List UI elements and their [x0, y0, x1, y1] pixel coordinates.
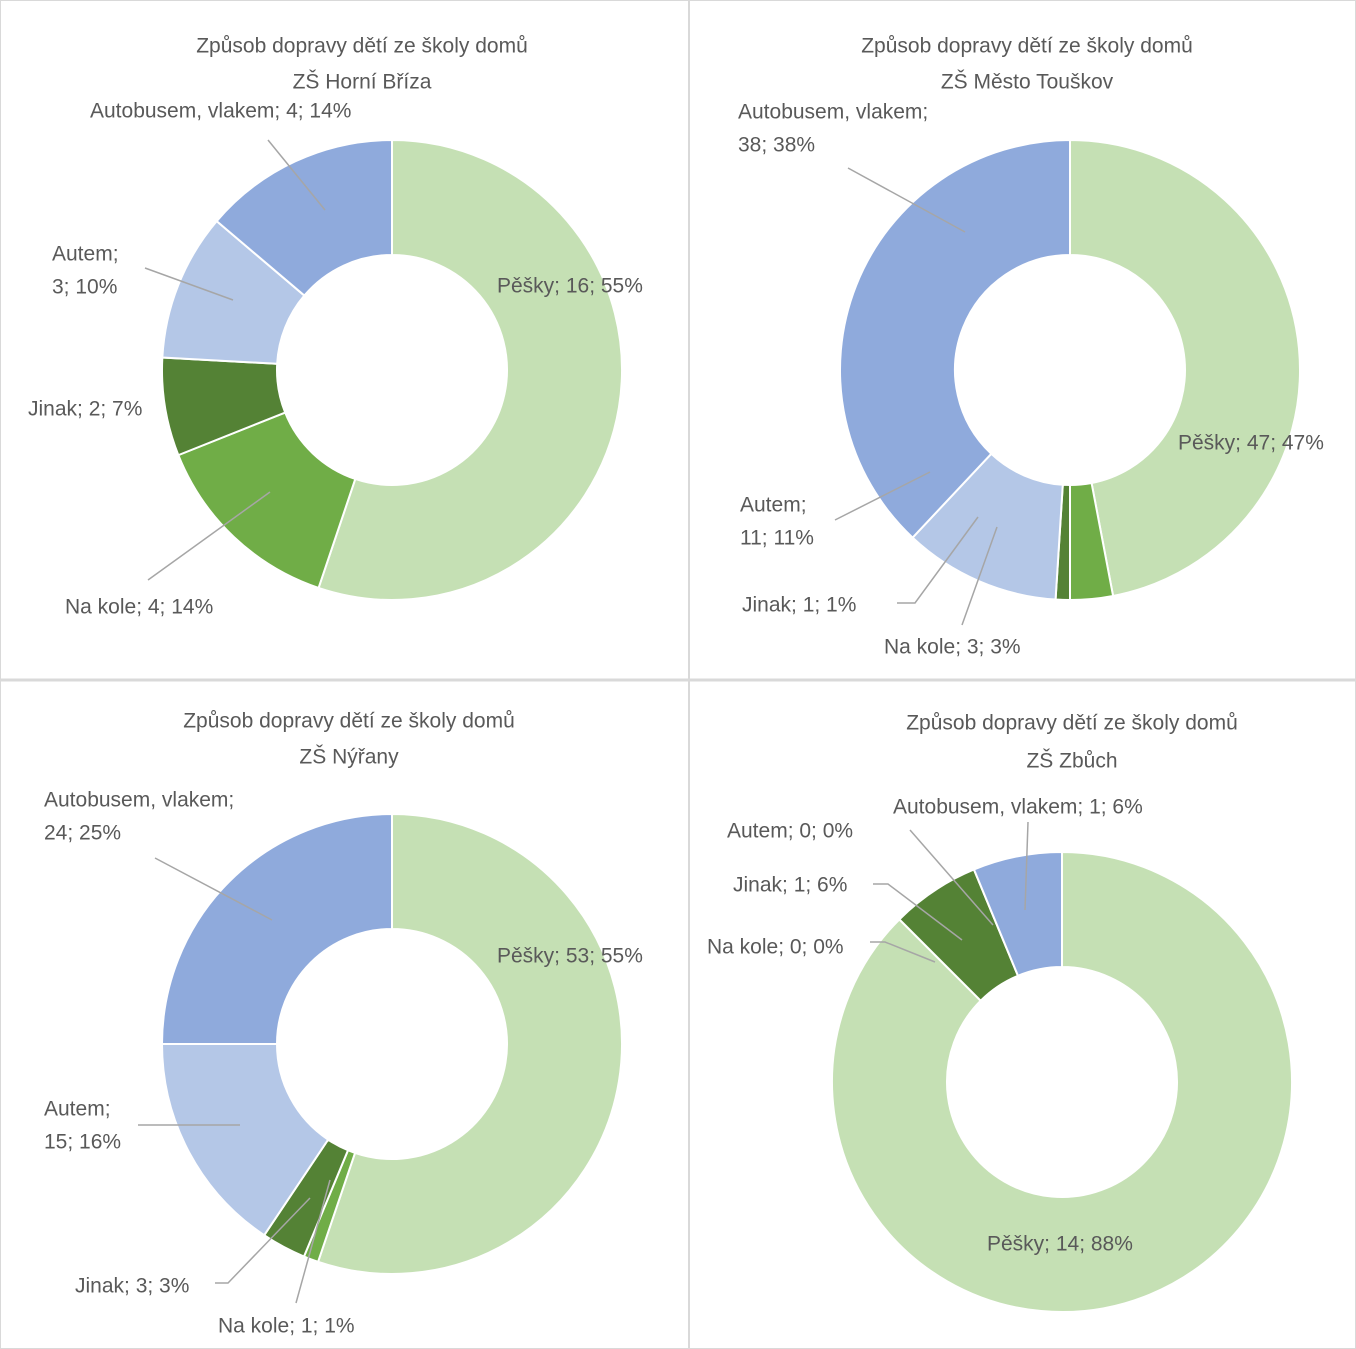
leader-line [147, 491, 271, 581]
donut-slice [160, 1043, 330, 1237]
donut-slice [1069, 138, 1301, 598]
leader-line [1024, 821, 1029, 911]
donut-slice [831, 850, 1293, 1313]
data-label: 24; 25% [44, 822, 121, 845]
data-label: 38; 38% [738, 134, 815, 157]
leader-line [909, 829, 994, 926]
data-label: Autobusem, vlakem; 4; 14% [90, 100, 351, 123]
chart-title: ZŠ Zbůch [1026, 750, 1117, 773]
chart-title: Způsob dopravy dětí ze školy domů [906, 712, 1238, 735]
chart-title: ZŠ Město Touškov [941, 71, 1114, 94]
donut-slice [316, 812, 624, 1275]
leader-line [144, 267, 234, 301]
data-label: Na kole; 3; 3% [884, 636, 1021, 659]
donut-slice [317, 138, 624, 601]
data-label: Autem; [44, 1098, 111, 1121]
data-label: Autobusem, vlakem; [738, 101, 928, 124]
data-label: Autobusem, vlakem; 1; 6% [893, 796, 1143, 819]
data-label: 15; 16% [44, 1131, 121, 1154]
leader-line [847, 167, 966, 233]
leader-line [154, 857, 273, 921]
data-label: Pěšky; 16; 55% [497, 275, 643, 298]
data-label: Jinak; 1; 1% [742, 594, 856, 617]
data-label: Pěšky; 47; 47% [1178, 432, 1324, 455]
donut-slice [839, 138, 1071, 540]
leader-line [897, 516, 979, 604]
donut-slice [215, 138, 393, 297]
chart-title: Způsob dopravy dětí ze školy domů [183, 710, 515, 733]
leader-line [873, 883, 963, 941]
data-label: 3; 10% [52, 276, 117, 299]
donut-slice [160, 812, 393, 1045]
leader-line [870, 941, 936, 963]
leader-line [961, 526, 998, 626]
leader-line [215, 1197, 311, 1284]
chart-title: Způsob dopravy dětí ze školy domů [196, 35, 528, 58]
data-label: Na kole; 1; 1% [218, 1315, 355, 1338]
data-label: Autem; [52, 243, 119, 266]
data-label: Na kole; 4; 14% [65, 596, 213, 619]
data-label: Autem; 0; 0% [727, 820, 853, 843]
leader-line [834, 471, 931, 521]
data-label: Jinak; 1; 6% [733, 874, 847, 897]
data-label: Jinak; 2; 7% [28, 398, 142, 421]
data-label: Autem; [740, 494, 807, 517]
data-label: Pěšky; 14; 88% [987, 1233, 1133, 1256]
leader-line [295, 1179, 331, 1304]
data-label: Jinak; 3; 3% [75, 1275, 189, 1298]
donut-slice [972, 850, 1063, 978]
data-label: Na kole; 0; 0% [707, 936, 844, 959]
chart-title: ZŠ Nýřany [299, 746, 399, 769]
chart-title: ZŠ Horní Bříza [293, 71, 432, 94]
data-label: Autobusem, vlakem; [44, 789, 234, 812]
chart-title: Způsob dopravy dětí ze školy domů [861, 35, 1193, 58]
data-label: Pěšky; 53; 55% [497, 945, 643, 968]
data-label: 11; 11% [740, 527, 814, 550]
leader-line [267, 139, 326, 211]
